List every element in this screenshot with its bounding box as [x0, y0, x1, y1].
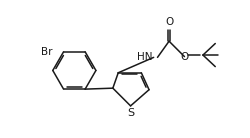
Text: S: S — [126, 108, 134, 118]
Text: O: O — [164, 17, 172, 27]
Text: HN: HN — [136, 52, 152, 62]
Text: Br: Br — [41, 47, 52, 57]
Text: O: O — [180, 52, 188, 62]
